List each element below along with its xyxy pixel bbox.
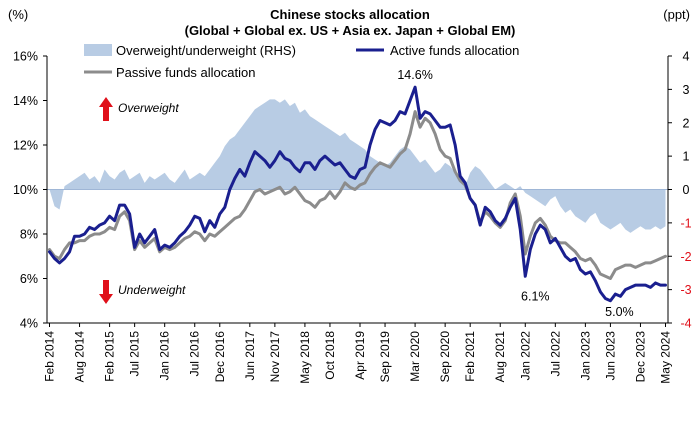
x-tick-label: Feb 2014 bbox=[43, 331, 57, 382]
x-tick-label: Sep 2020 bbox=[438, 331, 452, 383]
left-tick-label: 4% bbox=[20, 317, 38, 331]
right-tick-label: -3 bbox=[680, 283, 691, 297]
x-tick-label: Jun 2017 bbox=[243, 331, 257, 381]
right-axis-ticks: -4 -3 -2 -1 0 1 2 3 4 bbox=[680, 50, 691, 331]
underweight-note: Underweight bbox=[99, 280, 186, 304]
chart-title-line-2: (Global + Global ex. US + Asia ex. Japan… bbox=[185, 23, 516, 38]
legend-label-active-funds: Active funds allocation bbox=[390, 43, 519, 58]
x-tick-label: Jan 2016 bbox=[158, 331, 172, 381]
x-tick-label: Jan 2023 bbox=[578, 331, 592, 381]
data-label: 6.1% bbox=[521, 289, 550, 303]
right-tick-label: 1 bbox=[683, 150, 690, 164]
data-label: 5.0% bbox=[605, 305, 634, 319]
right-tick-label: 4 bbox=[683, 50, 690, 64]
x-tick-label: Aug 2014 bbox=[73, 331, 87, 383]
passive-funds-allocation-line bbox=[48, 110, 667, 280]
left-tick-label: 16% bbox=[13, 50, 38, 64]
right-tick-label: -4 bbox=[680, 317, 691, 331]
x-tick-label: Dec 2016 bbox=[213, 331, 227, 383]
left-tick-label: 12% bbox=[13, 139, 38, 153]
active-funds-allocation-line bbox=[48, 85, 667, 303]
data-label: 14.6% bbox=[397, 68, 432, 82]
x-axis-ticks: Feb 2014 Aug 2014 Feb 2015 Jul 2015 Jan 2016… bbox=[43, 323, 673, 384]
x-tick-label: May 2024 bbox=[659, 331, 673, 384]
annotations-layer: 14.6% 6.1% 5.0% bbox=[397, 68, 633, 319]
x-tick-label: Feb 2015 bbox=[103, 331, 117, 382]
x-tick-label: Nov 2017 bbox=[268, 331, 282, 383]
overweight-underweight-area-layer bbox=[47, 99, 668, 233]
right-tick-label: 2 bbox=[683, 116, 690, 130]
left-tick-label: 14% bbox=[13, 94, 38, 108]
legend-swatch-overweight-underweight bbox=[84, 44, 112, 56]
x-tick-label: Jun 2023 bbox=[603, 331, 617, 381]
left-tick-label: 6% bbox=[20, 272, 38, 286]
left-axis-ticks: 4% 6% 8% 10% 12% 14% 16% bbox=[13, 50, 38, 331]
overweight-underweight-area bbox=[49, 99, 666, 233]
x-tick-label: Apr 2019 bbox=[353, 331, 367, 380]
x-tick-label: May 2018 bbox=[298, 331, 312, 384]
x-tick-label: Jul 2015 bbox=[128, 331, 142, 377]
underweight-label: Underweight bbox=[118, 283, 186, 297]
overweight-label: Overweight bbox=[118, 101, 179, 115]
down-arrow-icon bbox=[99, 280, 113, 304]
x-tick-label: Jul 2016 bbox=[188, 331, 202, 377]
left-tick-label: 10% bbox=[13, 183, 38, 197]
x-tick-label: Dec 2023 bbox=[633, 331, 647, 383]
right-tick-label: 0 bbox=[683, 183, 690, 197]
right-tick-label: -2 bbox=[680, 250, 691, 264]
left-axis-unit: (%) bbox=[8, 7, 28, 22]
chart-title-line-1: Chinese stocks allocation bbox=[270, 7, 430, 22]
up-arrow-icon bbox=[99, 97, 113, 121]
legend: Overweight/underweight (RHS) Active fund… bbox=[84, 43, 519, 80]
x-tick-label: Aug 2021 bbox=[493, 331, 507, 383]
axes-layer bbox=[43, 55, 672, 324]
x-tick-label: Jul 2022 bbox=[548, 331, 562, 377]
overweight-note: Overweight bbox=[99, 97, 179, 121]
legend-label-passive-funds: Passive funds allocation bbox=[116, 65, 255, 80]
right-tick-label: -1 bbox=[680, 216, 691, 230]
x-tick-label: Feb 2021 bbox=[463, 331, 477, 382]
x-tick-label: Sep 2019 bbox=[378, 331, 392, 383]
allocation-lines-layer bbox=[48, 85, 667, 303]
x-tick-label: Jan 2022 bbox=[518, 331, 532, 381]
x-tick-label: Mar 2020 bbox=[408, 331, 422, 382]
x-tick-label: Oct 2018 bbox=[323, 331, 337, 380]
legend-label-overweight-underweight: Overweight/underweight (RHS) bbox=[116, 43, 296, 58]
right-tick-label: 3 bbox=[683, 83, 690, 97]
right-axis-unit: (ppt) bbox=[663, 7, 690, 22]
left-tick-label: 8% bbox=[20, 228, 38, 242]
